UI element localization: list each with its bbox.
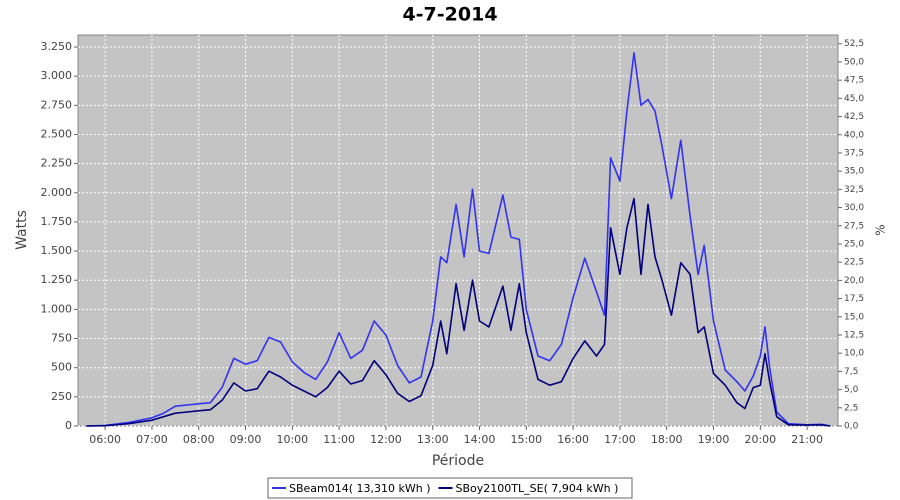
- y2-tick-label: 17,5: [844, 294, 864, 304]
- x-tick-label: 14:00: [464, 433, 496, 446]
- y2-tick-label: 32,5: [844, 185, 864, 195]
- x-tick-label: 19:00: [698, 433, 730, 446]
- y2-axis-label: %: [874, 224, 888, 235]
- y2-tick-label: 27,5: [844, 221, 864, 231]
- x-tick-label: 09:00: [230, 433, 262, 446]
- x-tick-label: 13:00: [417, 433, 449, 446]
- y-tick-label: 750: [51, 332, 72, 345]
- y2-tick-label: 40,0: [844, 130, 864, 140]
- x-tick-label: 11:00: [323, 433, 355, 446]
- y-tick-label: 1.250: [41, 273, 73, 286]
- x-tick-label: 12:00: [370, 433, 402, 446]
- series-line: [86, 197, 831, 427]
- y2-tick-label: 7,5: [844, 367, 858, 377]
- x-axis-label: Période: [432, 453, 484, 469]
- legend-label: SBeam014( 13,310 kWh ): [289, 482, 431, 495]
- x-tick-label: 07:00: [136, 433, 168, 446]
- y2-tick-label: 12,5: [844, 330, 864, 340]
- y2-tick-label: 42,5: [844, 112, 864, 122]
- x-tick-label: 06:00: [89, 433, 121, 446]
- y2-tick-label: 15,0: [844, 312, 864, 322]
- y2-tick-label: 25,0: [844, 239, 864, 249]
- x-tick-label: 15:00: [510, 433, 542, 446]
- series-line: [86, 52, 831, 427]
- y2-tick-label: 10,0: [844, 349, 864, 359]
- x-tick-label: 17:00: [604, 433, 636, 446]
- y2-tick-label: 22,5: [844, 258, 864, 268]
- y-tick-label: 2.750: [41, 98, 73, 111]
- y2-tick-label: 5,0: [844, 385, 859, 395]
- y-tick-label: 1.750: [41, 215, 73, 228]
- y2-tick-label: 45,0: [844, 94, 864, 104]
- y-tick-label: 0: [65, 419, 72, 432]
- y-tick-label: 3.250: [41, 40, 73, 53]
- x-tick-label: 20:00: [744, 433, 776, 446]
- y-tick-label: 3.000: [41, 69, 73, 82]
- x-tick-label: 10:00: [276, 433, 308, 446]
- legend-label: SBoy2100TL_SE( 7,904 kWh ): [456, 482, 619, 495]
- y-tick-label: 250: [51, 390, 72, 403]
- y-tick-label: 1.500: [41, 244, 73, 257]
- y2-tick-label: 37,5: [844, 148, 864, 158]
- y2-tick-label: 2,5: [844, 403, 858, 413]
- y-tick-label: 500: [51, 361, 72, 374]
- y2-tick-label: 0,0: [844, 422, 859, 432]
- y-tick-label: 2.500: [41, 127, 73, 140]
- y2-tick-label: 50,0: [844, 57, 864, 67]
- y2-tick-label: 20,0: [844, 276, 864, 286]
- x-tick-label: 16:00: [557, 433, 589, 446]
- y-tick-label: 1.000: [41, 302, 73, 315]
- y2-tick-label: 35,0: [844, 167, 864, 177]
- y2-tick-label: 30,0: [844, 203, 864, 213]
- x-tick-label: 08:00: [183, 433, 215, 446]
- chart-title: 4-7-2014: [402, 4, 497, 26]
- y2-tick-label: 47,5: [844, 76, 864, 86]
- y-tick-label: 2.250: [41, 157, 73, 170]
- y-axis-label: Watts: [14, 210, 30, 250]
- x-tick-label: 18:00: [651, 433, 683, 446]
- x-tick-label: 21:00: [791, 433, 823, 446]
- y2-tick-label: 52,5: [844, 39, 864, 49]
- y-tick-label: 2.000: [41, 186, 73, 199]
